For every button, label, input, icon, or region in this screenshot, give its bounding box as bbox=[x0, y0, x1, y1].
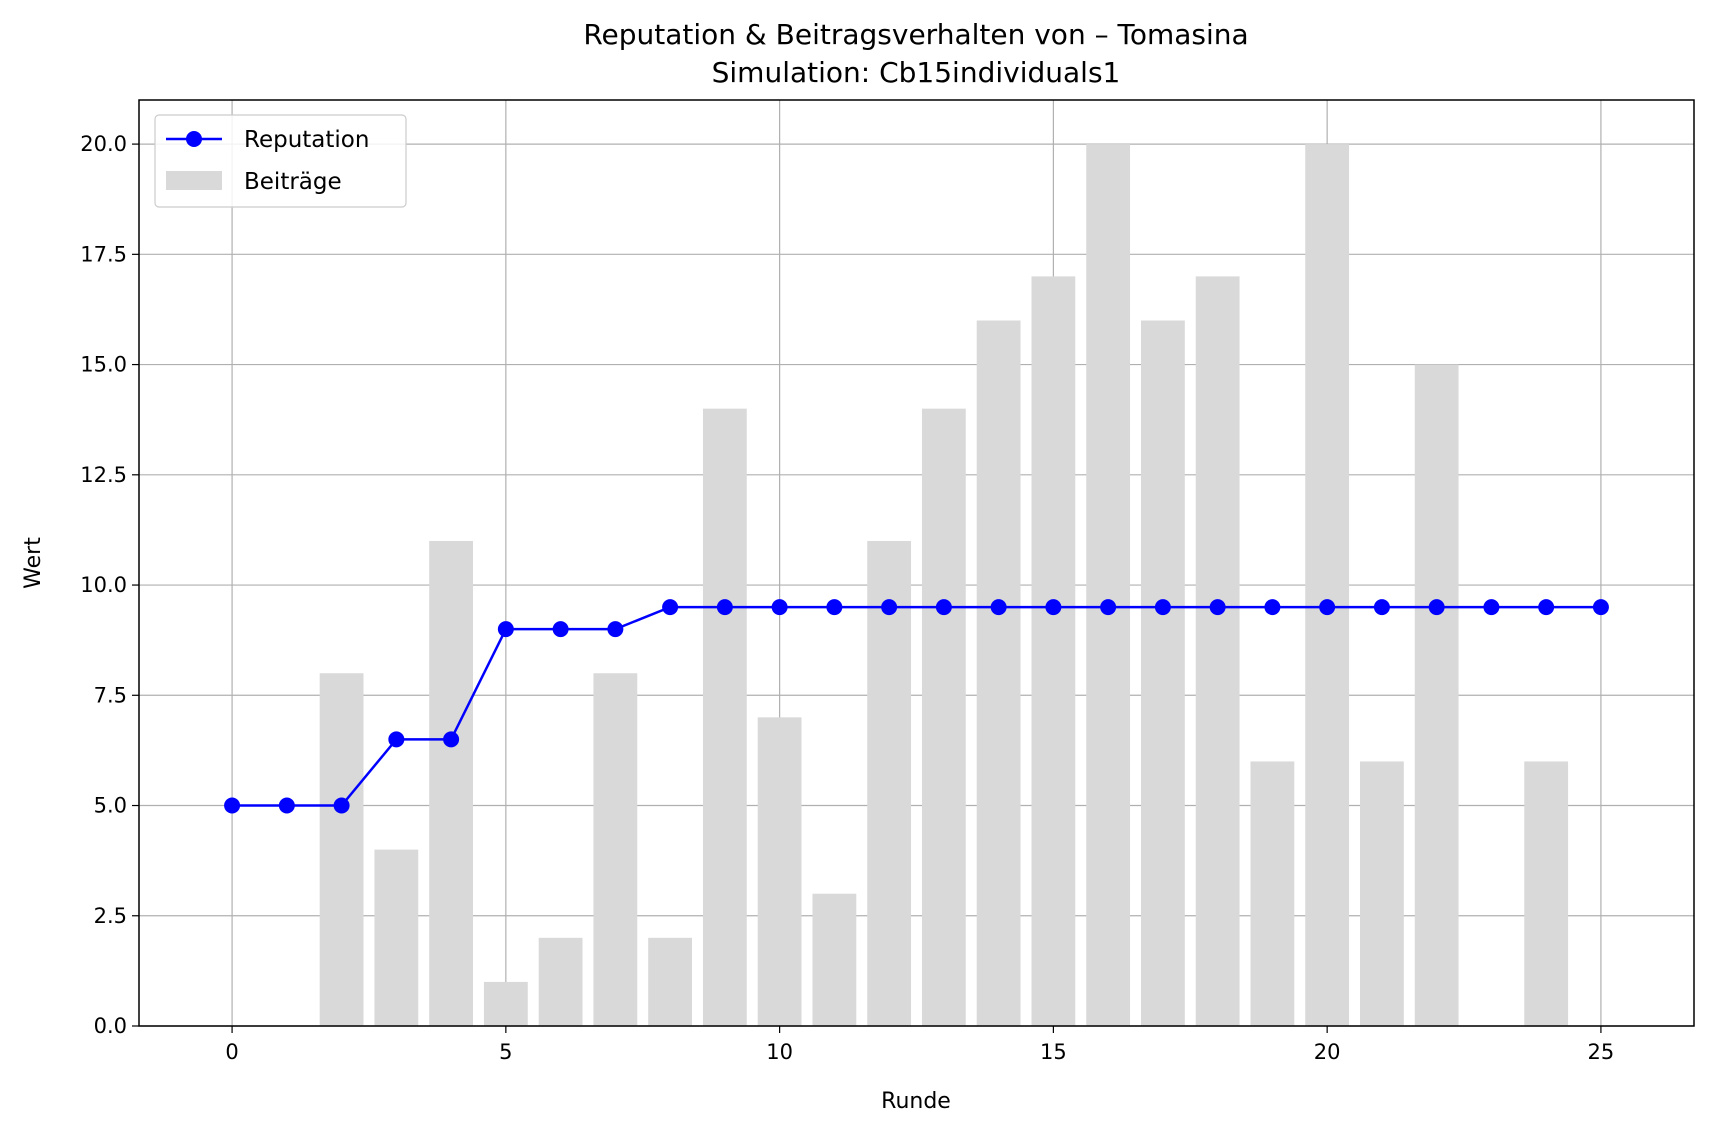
x-tick-label: 25 bbox=[1588, 1040, 1615, 1064]
data-point bbox=[333, 797, 350, 814]
data-point bbox=[1209, 599, 1226, 616]
bar bbox=[1360, 761, 1404, 1026]
data-point bbox=[388, 731, 405, 748]
y-tick-label: 0.0 bbox=[94, 1014, 127, 1038]
data-point bbox=[1154, 599, 1171, 616]
y-tick-label: 5.0 bbox=[94, 794, 127, 818]
y-tick-label: 10.0 bbox=[80, 573, 127, 597]
bar bbox=[538, 937, 583, 1026]
bar-series bbox=[319, 144, 1569, 1027]
data-point bbox=[607, 621, 624, 638]
data-point bbox=[1483, 599, 1500, 616]
bar bbox=[429, 540, 473, 1026]
bar bbox=[648, 937, 693, 1026]
x-tick-label: 15 bbox=[1040, 1040, 1067, 1064]
data-point bbox=[771, 599, 788, 616]
bar bbox=[702, 408, 747, 1027]
bar bbox=[1305, 144, 1350, 1027]
bar bbox=[1140, 320, 1185, 1026]
bar bbox=[1195, 276, 1240, 1026]
bar bbox=[374, 849, 419, 1026]
axis-ticks: 0 5 10 15 20 25 0.0 2.5 5.0 7.5 10.0 12.5 15.0 17.5 20… bbox=[80, 132, 1614, 1064]
x-axis-label: Runde bbox=[881, 1089, 951, 1114]
data-point bbox=[716, 599, 733, 616]
bar bbox=[921, 408, 966, 1027]
data-point bbox=[990, 599, 1007, 616]
data-point bbox=[826, 599, 843, 616]
bar bbox=[319, 673, 364, 1026]
y-tick-label: 17.5 bbox=[80, 242, 127, 266]
x-tick-label: 20 bbox=[1314, 1040, 1341, 1064]
data-point bbox=[497, 621, 514, 638]
data-point bbox=[443, 731, 460, 748]
reputation-line bbox=[232, 605, 1601, 807]
bar bbox=[1086, 144, 1131, 1027]
y-tick-label: 12.5 bbox=[80, 463, 127, 487]
bar bbox=[812, 893, 857, 1026]
bar bbox=[867, 540, 912, 1026]
y-tick-label: 20.0 bbox=[80, 132, 127, 156]
data-point bbox=[1319, 599, 1336, 616]
data-point bbox=[1592, 599, 1609, 616]
bar bbox=[976, 320, 1021, 1026]
data-point bbox=[552, 621, 569, 638]
legend-marker-swatch bbox=[186, 131, 202, 147]
grid bbox=[139, 100, 1694, 1027]
bar bbox=[1524, 761, 1569, 1026]
data-point bbox=[224, 797, 241, 814]
data-point bbox=[1373, 599, 1390, 616]
data-point bbox=[1100, 599, 1117, 616]
data-point bbox=[1538, 599, 1555, 616]
bar bbox=[483, 981, 528, 1026]
y-tick-label: 2.5 bbox=[94, 904, 127, 928]
data-point bbox=[1428, 599, 1445, 616]
bar bbox=[593, 673, 638, 1026]
chart-title: Reputation & Beitragsverhalten von – Tom… bbox=[583, 18, 1248, 51]
plot-frame bbox=[138, 99, 1695, 1027]
bar bbox=[1250, 761, 1295, 1026]
y-axis-label: Wert bbox=[21, 537, 46, 589]
x-tick-label: 5 bbox=[499, 1040, 512, 1064]
x-tick-label: 10 bbox=[766, 1040, 793, 1064]
x-tick-label: 0 bbox=[225, 1040, 238, 1064]
y-tick-label: 7.5 bbox=[94, 683, 127, 707]
y-tick-label: 15.0 bbox=[80, 353, 127, 377]
legend-label-beitraege: Beiträge bbox=[244, 169, 342, 195]
legend: Reputation Beiträge bbox=[154, 114, 407, 208]
bar bbox=[1414, 364, 1459, 1027]
data-point bbox=[1264, 599, 1281, 616]
bar bbox=[757, 717, 802, 1026]
chart-subtitle: Simulation: Cb15individuals1 bbox=[712, 56, 1121, 89]
legend-label-reputation: Reputation bbox=[244, 127, 369, 153]
data-point bbox=[1045, 599, 1062, 616]
legend-bar-swatch bbox=[166, 171, 222, 190]
data-point bbox=[278, 797, 295, 814]
line-series bbox=[224, 599, 1609, 814]
data-point bbox=[881, 599, 898, 616]
data-point bbox=[662, 599, 679, 616]
data-point bbox=[935, 599, 952, 616]
bar bbox=[1031, 276, 1076, 1026]
